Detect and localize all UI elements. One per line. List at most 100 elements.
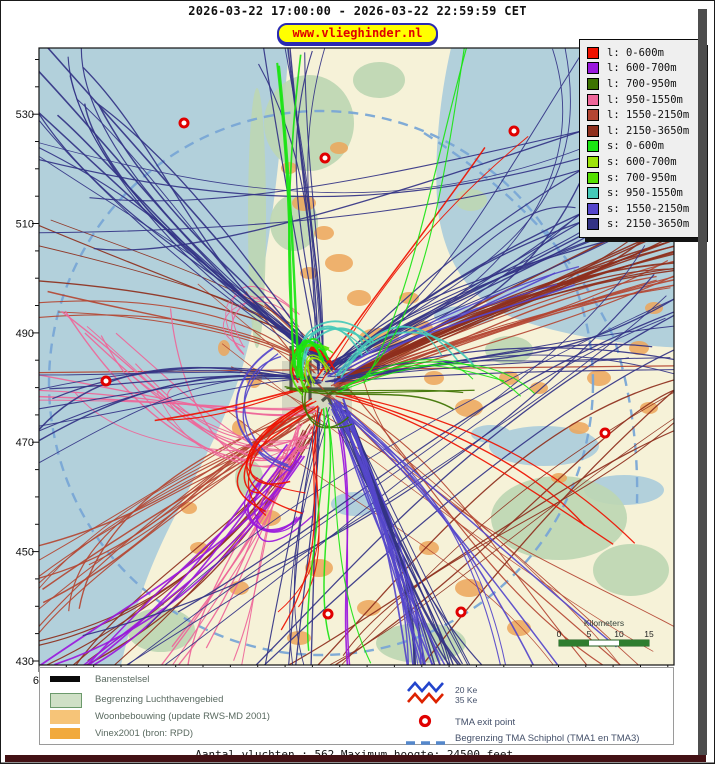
flight-track: [164, 317, 666, 665]
tma-exit-point-marker: [319, 152, 331, 164]
altitude-legend-item: s: 1550-2150m: [587, 201, 699, 217]
flight-track: [326, 412, 372, 664]
flight-track: [135, 363, 313, 442]
flight-track: [255, 314, 674, 665]
flight-track: [344, 409, 462, 665]
altitude-legend-label: l: 2150-3650m: [607, 124, 690, 137]
flight-track: [46, 48, 319, 361]
flight-track: [286, 387, 464, 394]
feature-legend-label: Vinex2001 (bron: RPD): [95, 728, 194, 739]
bottom-gray-strip: [1, 762, 714, 763]
altitude-legend-label: s: 950-1550m: [607, 187, 683, 200]
feature-legend-label: Begrenzing Luchthavengebied: [95, 694, 224, 705]
ke-contour-zigzag-icon: [406, 681, 448, 710]
flight-track: [324, 175, 674, 377]
flight-track: [365, 48, 465, 375]
y-axis-label: 430: [16, 656, 34, 668]
altitude-color-swatch: [587, 77, 599, 90]
feature-swatch-pale-green-box: [50, 693, 82, 708]
altitude-legend-label: l: 1550-2150m: [607, 109, 690, 122]
flight-track: [127, 245, 646, 665]
flight-track: [334, 391, 636, 544]
built-up-area: [347, 290, 371, 306]
flight-track: [88, 403, 306, 566]
flight-track: [300, 325, 363, 380]
green-area: [593, 544, 669, 596]
tma-exit-point-marker: [599, 427, 611, 439]
altitude-legend-label: l: 950-1550m: [607, 93, 683, 106]
flight-track: [68, 407, 317, 612]
altitude-legend-item: s: 700-950m: [587, 170, 699, 186]
feature-legend-label: Banenstelsel: [95, 674, 150, 685]
flight-track: [287, 430, 674, 665]
y-axis-label: 490: [16, 328, 34, 340]
built-up-area: [640, 402, 658, 414]
altitude-color-swatch: [587, 109, 599, 122]
flight-track: [221, 405, 554, 665]
flight-track: [100, 335, 301, 467]
flight-track: [334, 326, 458, 377]
vlieghinder-link[interactable]: www.vlieghinder.nl: [277, 23, 438, 44]
flight-track: [304, 375, 350, 429]
flight-track: [87, 443, 289, 665]
flight-track: [331, 405, 409, 665]
flight-track: [340, 331, 475, 379]
tma-boundary-label: Begrenzing TMA Schiphol (TMA1 en TMA3): [455, 733, 640, 744]
flight-track: [94, 100, 321, 361]
tma-exit-point-marker: [100, 375, 112, 387]
altitude-color-swatch: [587, 202, 599, 215]
altitude-legend-item: s: 600-700m: [587, 154, 699, 170]
flight-track: [315, 146, 486, 380]
altitude-legend-item: l: 1550-2150m: [587, 107, 699, 123]
altitude-color-swatch: [587, 218, 599, 231]
flight-track: [235, 347, 291, 469]
altitude-legend-label: l: 0-600m: [607, 46, 664, 59]
flight-track: [288, 54, 302, 369]
flight-track: [363, 48, 468, 384]
flight-track: [242, 353, 292, 472]
flight-track: [42, 415, 315, 591]
flight-track: [336, 206, 576, 373]
flight-track: [246, 397, 313, 494]
flight-track: [342, 421, 674, 656]
built-up-area: [357, 600, 381, 616]
flight-track: [328, 402, 506, 665]
tma-exit-point-icon: [417, 713, 433, 734]
flight-track: [39, 121, 644, 194]
map-border: [38, 47, 675, 666]
green-area: [353, 62, 405, 98]
scale-bar-tick: 15: [644, 629, 654, 639]
flight-track: [333, 402, 617, 648]
site-badge-row: www.vlieghinder.nl: [1, 23, 714, 44]
right-shadow-bar: [698, 9, 707, 755]
flight-track: [335, 401, 501, 665]
flight-track: [325, 143, 674, 369]
scale-bar-title: Kilometers: [584, 618, 624, 628]
flight-track: [39, 404, 308, 561]
flight-track: [39, 413, 309, 578]
flight-track: [307, 357, 329, 387]
flight-track: [334, 207, 674, 367]
altitude-legend: l: 0-600m l: 600-700m l: 700-950m l: 950-15…: [579, 39, 704, 239]
flight-track: [330, 408, 422, 665]
altitude-color-swatch: [587, 155, 599, 168]
flight-track: [82, 273, 655, 637]
flight-track: [177, 311, 674, 613]
flight-track: [154, 385, 311, 422]
flight-track: [328, 119, 674, 370]
flight-track: [304, 52, 324, 368]
flight-track: [263, 349, 674, 665]
flight-track: [241, 434, 306, 665]
bottom-maroon-bar: [5, 755, 706, 762]
built-up-area: [181, 502, 197, 514]
built-up-area: [325, 254, 353, 272]
built-up-area: [218, 340, 230, 356]
altitude-legend-item: l: 2150-3650m: [587, 123, 699, 139]
ke-contour-label: 35 Ke: [455, 695, 478, 705]
built-up-area: [281, 162, 297, 174]
flight-track: [160, 435, 297, 665]
flight-track: [156, 390, 310, 461]
tma-exit-point-marker: [508, 125, 520, 137]
flight-track: [337, 275, 674, 389]
